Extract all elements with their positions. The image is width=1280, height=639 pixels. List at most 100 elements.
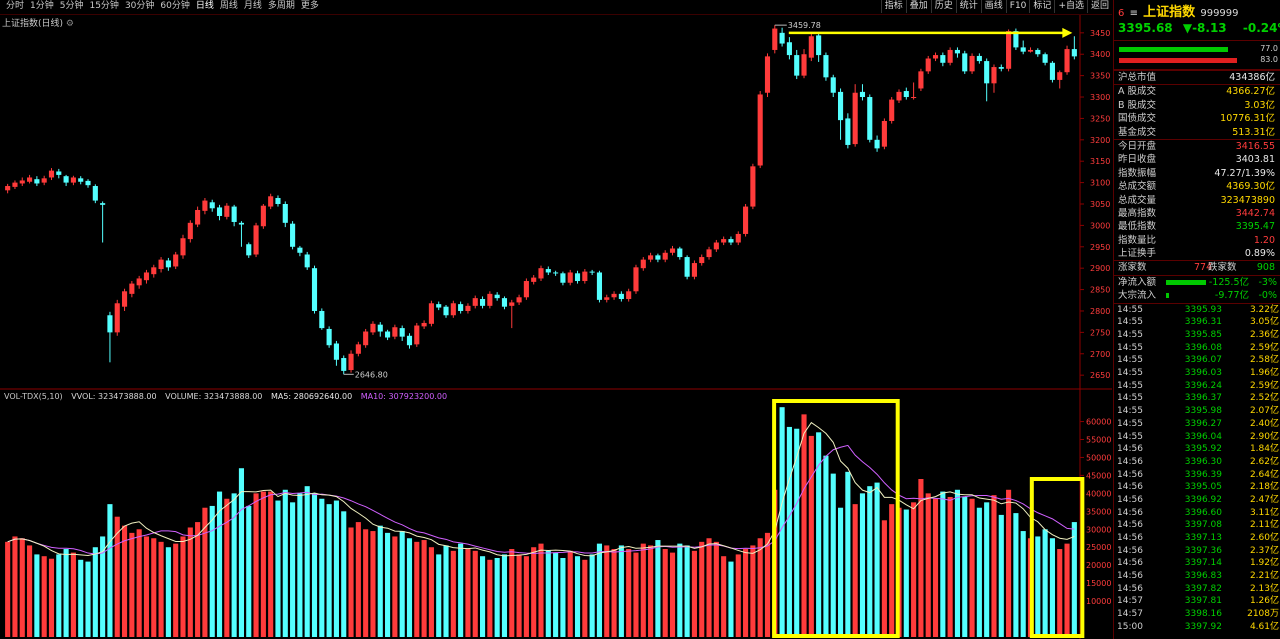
volume-bar	[538, 543, 544, 637]
volume-bar	[187, 527, 193, 637]
stat-label: 国债成交	[1118, 113, 1157, 125]
period-tab-6[interactable]: 日线	[195, 1, 214, 11]
tick-price: 3397.14	[1184, 558, 1222, 569]
volume-bar	[436, 554, 442, 637]
tick-time: 14:55	[1117, 418, 1143, 429]
vol-tick-label: 40000	[1086, 489, 1111, 498]
volume-bar	[428, 547, 434, 637]
tick-price: 3396.30	[1184, 456, 1222, 467]
volume-bar	[311, 493, 318, 637]
vol-tick-label: 45000	[1086, 471, 1111, 480]
volume-bar	[662, 549, 668, 637]
stat-value: 3403.81	[1235, 154, 1275, 166]
tool-button-1[interactable]: 叠加	[905, 0, 931, 13]
volume-bar	[209, 505, 215, 637]
volume-bar	[355, 522, 361, 637]
volume-bar	[129, 532, 135, 637]
volume-bar	[1064, 543, 1070, 637]
tick-price: 3396.39	[1184, 469, 1222, 480]
tool-button-0[interactable]: 指标	[880, 0, 906, 13]
tool-button-8[interactable]: 返回	[1086, 0, 1112, 13]
candle-body	[180, 238, 186, 256]
settings-gear-icon[interactable]: ⚙	[65, 19, 74, 29]
volume-bar	[633, 552, 639, 637]
vol-indicator-name[interactable]: VOL-TDX(5,10)	[4, 392, 63, 401]
price-change-pct: -0.24%	[1242, 21, 1280, 35]
tick-row: 14:57 3397.81 1.26亿	[1114, 595, 1280, 608]
period-tab-10[interactable]: 更多	[300, 1, 319, 11]
tick-time: 14:56	[1117, 494, 1143, 505]
tick-price: 3397.08	[1184, 520, 1222, 531]
tool-button-2[interactable]: 历史	[930, 0, 956, 13]
tool-button-5[interactable]: F10	[1005, 0, 1030, 13]
tick-price: 3396.08	[1184, 342, 1222, 353]
candle-body	[56, 171, 62, 175]
candle-body	[92, 186, 98, 201]
arrow-head	[1062, 27, 1073, 38]
volume-bar	[874, 482, 880, 637]
price-tick-label: 2850	[1090, 286, 1110, 295]
candle-body	[48, 170, 55, 178]
tick-row: 14:56 3396.30 2.62亿	[1114, 456, 1280, 469]
candle-body	[545, 269, 551, 273]
price-tick-label: 2700	[1090, 350, 1110, 359]
volume-bar	[1035, 536, 1041, 637]
volume-bar	[859, 493, 866, 637]
candle-body	[509, 302, 515, 306]
volume-bar	[574, 556, 581, 637]
stat-row: 总成交额 4369.30亿	[1114, 180, 1280, 193]
volume-bar	[501, 554, 508, 637]
tick-time: 14:55	[1117, 317, 1143, 328]
volume-bar	[143, 536, 150, 637]
period-tab-7[interactable]: 周线	[219, 1, 238, 11]
candle-body	[677, 248, 683, 258]
volume-bar	[246, 505, 252, 637]
breadth-row: 涨家数 774 跌家数 908	[1114, 260, 1280, 274]
candle-body	[633, 267, 639, 292]
candle-body	[260, 205, 266, 227]
tick-amount: 2.47亿	[1249, 494, 1279, 505]
menu-icon[interactable]: ≡	[1129, 8, 1138, 19]
tick-time: 14:56	[1117, 558, 1143, 569]
candle-body	[209, 202, 215, 209]
period-tab-2[interactable]: 5分钟	[59, 1, 84, 11]
stat-value: 10776.31亿	[1220, 113, 1275, 125]
tool-button-3[interactable]: 统计	[955, 0, 981, 13]
candle-body	[377, 324, 383, 332]
stat-value: 47.27/1.39%	[1214, 167, 1275, 179]
volume-bar	[48, 558, 55, 637]
volume-bar	[326, 504, 332, 637]
volume-bar	[1049, 538, 1055, 637]
period-tab-8[interactable]: 月线	[243, 1, 262, 11]
tool-button-4[interactable]: 画线	[980, 0, 1006, 13]
flow-label: 大宗流入	[1118, 290, 1157, 302]
period-tab-1[interactable]: 1分钟	[30, 1, 54, 11]
candle-body	[867, 97, 873, 140]
volume-bar	[684, 545, 690, 637]
volume-bar	[341, 511, 347, 637]
candle-body	[648, 255, 654, 260]
tool-button-7[interactable]: +自选	[1054, 0, 1087, 13]
stat-row: A 股成交 4366.27亿	[1114, 85, 1280, 98]
candle-body	[406, 335, 413, 346]
tick-time: 14:56	[1117, 444, 1143, 455]
volume-bar	[224, 498, 230, 637]
candle-body	[947, 49, 953, 63]
tick-time: 14:55	[1117, 406, 1143, 417]
volume-bar	[1057, 549, 1063, 637]
period-tab-9[interactable]: 多周期	[267, 1, 295, 11]
candle-body	[1013, 31, 1019, 48]
volume-bar	[494, 558, 500, 637]
volume-bar	[216, 491, 223, 637]
period-tab-5[interactable]: 60分钟	[160, 1, 190, 11]
volume-bar	[582, 559, 588, 637]
period-tab-0[interactable]: 分时	[6, 1, 25, 11]
candle-body	[523, 281, 529, 298]
stat-value: 4366.27亿	[1226, 86, 1275, 98]
period-tab-3[interactable]: 15分钟	[89, 1, 119, 11]
tick-amount: 2.36亿	[1249, 330, 1279, 341]
candle-body	[341, 358, 347, 371]
candle-body	[706, 249, 712, 258]
tool-button-6[interactable]: 标记	[1029, 0, 1054, 13]
period-tab-4[interactable]: 30分钟	[124, 1, 155, 11]
